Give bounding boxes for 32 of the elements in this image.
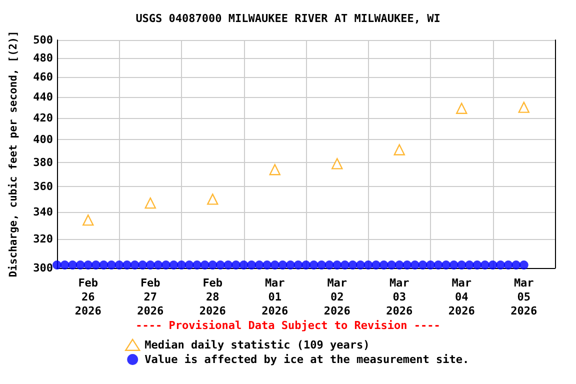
x-tick-label: Mar 01 2026 [262,276,288,318]
x-tick-label: Feb 28 2026 [199,276,226,318]
y-tick-label: 500 [33,34,53,46]
y-tick-label: 420 [33,111,53,124]
y-tick-label: 380 [33,156,53,169]
y-tick-label: 360 [33,180,53,194]
point [332,158,343,170]
x-tick-label: Feb 27 2026 [137,276,164,318]
point [82,214,94,226]
point [207,194,218,205]
x-tick-label: Mar 04 2026 [448,276,476,318]
y-tick-label: 400 [33,133,53,146]
point [269,164,280,176]
y-tick-label: 480 [33,52,53,65]
y-tick-label: 300 [33,262,53,274]
x-tick-label: Feb 26 2026 [74,276,102,318]
legend-label: Median daily statistic (109 years) [144,338,370,352]
x-tick-label: Mar 05 2026 [510,276,538,318]
y-tick-label: 460 [33,70,53,84]
y-tick-label: 440 [33,90,53,104]
legend-label: Value is affected by ice at the measurement site. [144,353,470,366]
y-axis-title: Discharge, cubic feet per second, [(2)] [8,30,20,278]
point [394,144,405,156]
y-tick-label: 340 [33,206,53,219]
y-tick-label: 320 [33,232,53,246]
point [144,197,156,209]
point [456,102,468,114]
x-tick-label: Mar 02 2026 [324,276,351,318]
chart-title: USGS 04087000 MILWAUKEE RIVER AT MILWAUKEE, WI [136,12,440,25]
point [518,102,530,113]
x-tick-label: Mar 03 2026 [386,276,413,318]
text: ---- Provisional Data Subject to Revision ---- [136,319,440,332]
